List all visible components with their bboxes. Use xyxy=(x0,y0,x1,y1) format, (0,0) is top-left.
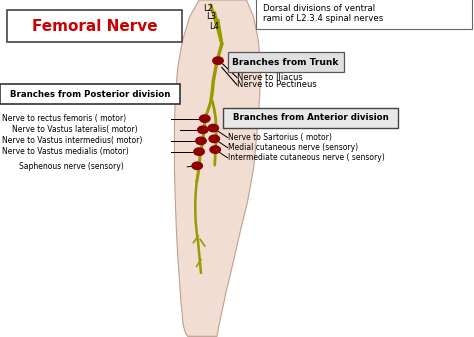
Text: Femoral Nerve: Femoral Nerve xyxy=(32,19,158,34)
Text: Saphenous nerve (sensory): Saphenous nerve (sensory) xyxy=(19,162,124,171)
Text: Medial cutaneous nerve (sensory): Medial cutaneous nerve (sensory) xyxy=(228,143,358,152)
FancyBboxPatch shape xyxy=(0,84,180,104)
Text: Nerve to Vastus lateralis( motor): Nerve to Vastus lateralis( motor) xyxy=(12,125,137,134)
Text: Nerve to Pectineus: Nerve to Pectineus xyxy=(237,81,317,89)
FancyBboxPatch shape xyxy=(7,10,182,42)
Circle shape xyxy=(208,124,219,132)
Circle shape xyxy=(192,162,202,170)
Text: Nerve to Vastus medialis (motor): Nerve to Vastus medialis (motor) xyxy=(2,147,129,156)
Text: Branches from Posterior division: Branches from Posterior division xyxy=(10,90,170,99)
Text: Dorsal divisions of ventral
rami of L2.3.4 spinal nerves: Dorsal divisions of ventral rami of L2.3… xyxy=(263,4,383,23)
Text: Nerve to Iliacus: Nerve to Iliacus xyxy=(237,73,303,82)
Text: Nerve to Sartorius ( motor): Nerve to Sartorius ( motor) xyxy=(228,133,331,142)
Circle shape xyxy=(209,135,219,143)
Polygon shape xyxy=(174,0,261,336)
FancyBboxPatch shape xyxy=(228,52,344,72)
Text: Intermediate cutaneous nerve ( sensory): Intermediate cutaneous nerve ( sensory) xyxy=(228,153,384,162)
Circle shape xyxy=(200,115,210,122)
FancyBboxPatch shape xyxy=(223,108,398,128)
Text: Branches from Trunk: Branches from Trunk xyxy=(232,58,339,66)
Circle shape xyxy=(213,57,223,64)
Circle shape xyxy=(194,148,204,155)
Text: Branches from Anterior division: Branches from Anterior division xyxy=(233,114,388,122)
Text: L2: L2 xyxy=(203,4,213,13)
Text: Nerve to rectus femoris ( motor): Nerve to rectus femoris ( motor) xyxy=(2,114,127,123)
Circle shape xyxy=(198,126,208,133)
Text: L3: L3 xyxy=(207,12,217,21)
FancyBboxPatch shape xyxy=(256,0,472,29)
Text: Nerve to Vastus intermedius( motor): Nerve to Vastus intermedius( motor) xyxy=(2,136,143,145)
Circle shape xyxy=(210,146,220,153)
Text: L4: L4 xyxy=(210,22,219,31)
Circle shape xyxy=(196,137,206,145)
